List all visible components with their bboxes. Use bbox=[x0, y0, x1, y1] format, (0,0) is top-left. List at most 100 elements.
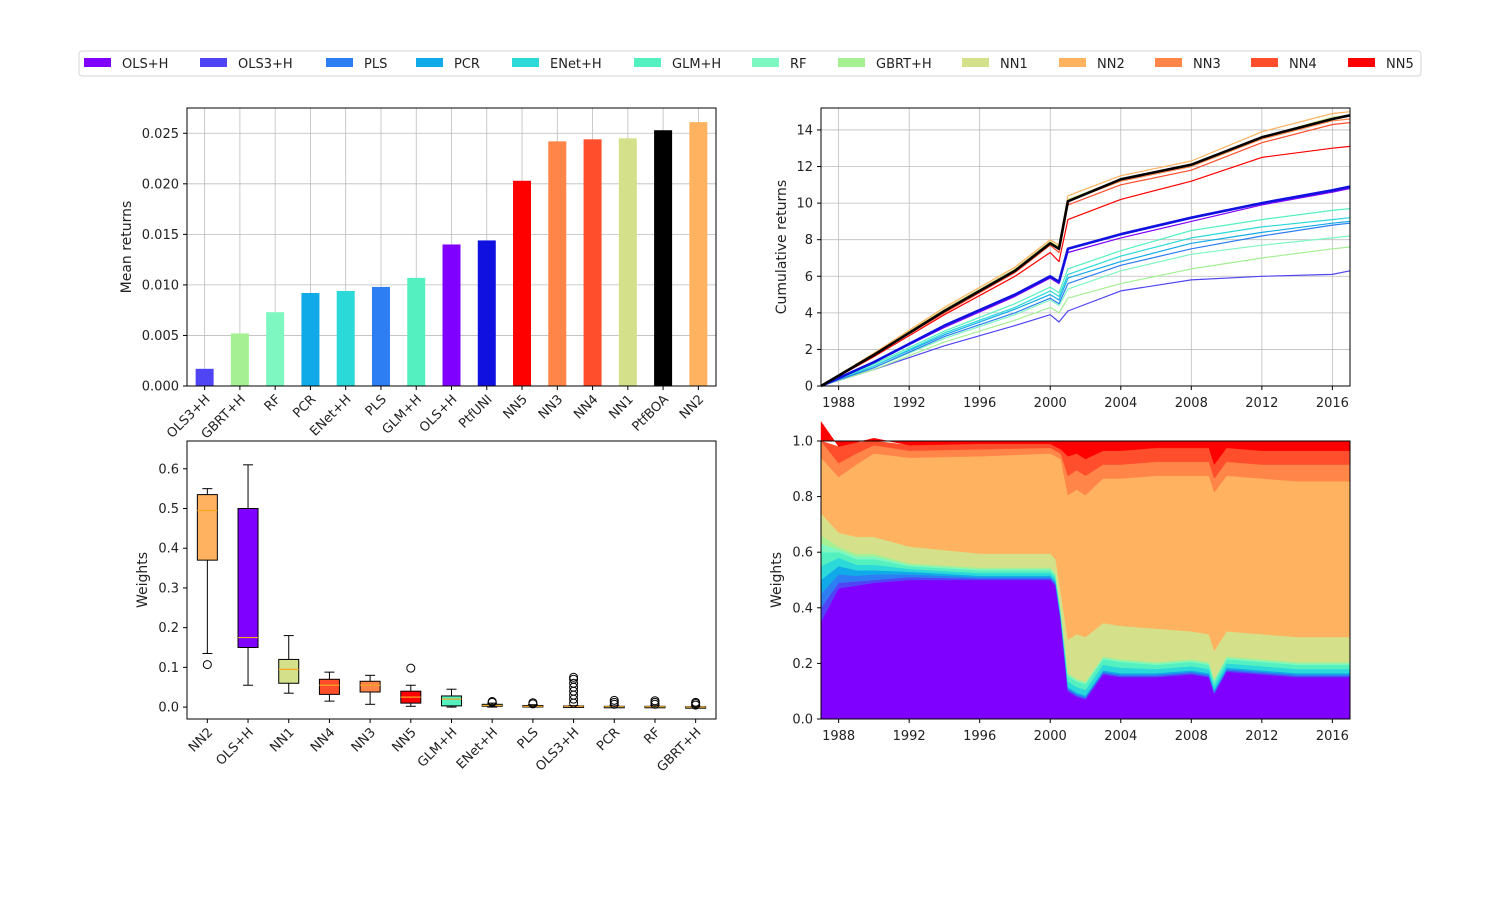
legend-label: ENet+H bbox=[550, 57, 602, 72]
x-tick-label: PCR bbox=[594, 725, 623, 754]
legend-swatch-9 bbox=[1059, 58, 1086, 67]
x-tick-label: NN2 bbox=[677, 392, 707, 422]
y-axis-label: Cumulative returns bbox=[774, 180, 790, 314]
x-tick-label: 2000 bbox=[1034, 396, 1067, 411]
bar-gbrt-h bbox=[230, 333, 249, 386]
x-tick-label: NN5 bbox=[501, 392, 531, 422]
series-line-glm-h bbox=[820, 208, 1351, 387]
x-tick-label: PtfBOA bbox=[629, 392, 672, 435]
y-tick-label: 0.8 bbox=[792, 490, 813, 505]
box-nn1 bbox=[278, 658, 300, 684]
legend-label: PCR bbox=[454, 57, 480, 72]
x-tick-label: ENet+H bbox=[454, 725, 501, 772]
x-tick-label: GLM+H bbox=[380, 392, 425, 437]
axes-frame bbox=[186, 440, 717, 720]
legend-swatch-1 bbox=[200, 58, 227, 67]
legend-label: OLS+H bbox=[122, 57, 168, 72]
series-line-enet-h bbox=[820, 217, 1351, 387]
bar-enet-h bbox=[336, 290, 355, 386]
bar-glm-h bbox=[407, 277, 426, 386]
y-axis-label: Weights bbox=[769, 552, 785, 608]
y-tick-label: 1.0 bbox=[792, 435, 813, 450]
y-tick-label: 6 bbox=[805, 270, 813, 285]
outlier-point bbox=[202, 660, 212, 670]
y-tick-label: 10 bbox=[796, 197, 813, 212]
y-tick-label: 4 bbox=[805, 306, 813, 321]
y-tick-label: 0.6 bbox=[158, 462, 179, 477]
x-tick-label: 1988 bbox=[822, 396, 855, 411]
y-tick-label: 0.1 bbox=[158, 661, 179, 676]
x-tick-label: 2016 bbox=[1316, 396, 1349, 411]
x-tick-label: 2008 bbox=[1175, 729, 1208, 744]
series-line-nn3 bbox=[820, 118, 1351, 387]
series-line-nn5 bbox=[820, 145, 1351, 387]
bar-rf bbox=[266, 312, 285, 386]
legend-frame bbox=[78, 50, 1422, 77]
x-tick-label: RF bbox=[262, 392, 284, 414]
bar-pcr bbox=[301, 292, 320, 386]
outlier-point bbox=[650, 696, 660, 706]
bar-nn2 bbox=[689, 122, 708, 387]
outlier-point bbox=[569, 672, 579, 682]
series-line-rf bbox=[820, 235, 1351, 387]
x-tick-label: 2004 bbox=[1104, 729, 1137, 744]
series-line-pcr bbox=[820, 220, 1351, 387]
y-tick-label: 0.4 bbox=[792, 601, 813, 616]
x-tick-label: 2016 bbox=[1316, 729, 1349, 744]
x-tick-label: 1996 bbox=[963, 729, 996, 744]
series-line-ptfuni bbox=[820, 185, 1351, 388]
legend-swatch-12 bbox=[1348, 58, 1375, 67]
outlier-point bbox=[609, 697, 619, 707]
y-tick-label: 0.0 bbox=[158, 701, 179, 716]
series-line-ols3-h bbox=[820, 270, 1351, 387]
x-tick-label: OLS+H bbox=[213, 725, 256, 768]
x-tick-label: 2012 bbox=[1245, 729, 1278, 744]
bar-pls bbox=[371, 286, 390, 386]
y-tick-label: 2 bbox=[805, 343, 813, 358]
bar-ols-h bbox=[442, 244, 461, 386]
y-tick-label: 0.2 bbox=[792, 657, 813, 672]
series-line-nn2 bbox=[820, 111, 1351, 387]
legend-swatch-7 bbox=[838, 58, 865, 67]
y-tick-label: 0.0 bbox=[792, 713, 813, 728]
outlier-point bbox=[609, 695, 619, 705]
outlier-point bbox=[691, 697, 701, 707]
legend-swatch-6 bbox=[752, 58, 779, 67]
x-tick-label: 1996 bbox=[963, 396, 996, 411]
box-nn2 bbox=[196, 494, 218, 561]
y-tick-label: 14 bbox=[796, 123, 813, 138]
y-tick-label: 0.015 bbox=[142, 228, 179, 243]
legend-label: GBRT+H bbox=[876, 57, 932, 72]
box-nn3 bbox=[359, 680, 381, 693]
series-line-ptfboa bbox=[820, 114, 1351, 388]
x-tick-label: PLS bbox=[363, 392, 390, 419]
legend-label: OLS3+H bbox=[238, 57, 293, 72]
outlier-point bbox=[528, 698, 538, 708]
x-tick-label: NN3 bbox=[536, 392, 566, 422]
legend-label: NN1 bbox=[1000, 57, 1028, 72]
axes-frame bbox=[820, 107, 1351, 387]
x-tick-label: RF bbox=[642, 725, 664, 747]
y-tick-label: 0.010 bbox=[142, 278, 179, 293]
y-tick-label: 0 bbox=[805, 380, 813, 395]
legend: OLS+H OLS3+H PLS PCR ENet+H GLM+H RF GBRT+H NN1 N… bbox=[78, 50, 1422, 77]
y-tick-label: 0.3 bbox=[158, 581, 179, 596]
legend-label: NN3 bbox=[1193, 57, 1221, 72]
legend-swatch-5 bbox=[634, 58, 661, 67]
axes-frame bbox=[820, 440, 1351, 720]
x-tick-label: NN1 bbox=[267, 725, 297, 755]
y-tick-label: 0.6 bbox=[792, 546, 813, 561]
legend-label: NN4 bbox=[1289, 57, 1317, 72]
bar-nn4 bbox=[583, 139, 602, 386]
x-tick-label: 2012 bbox=[1245, 396, 1278, 411]
x-tick-label: 1988 bbox=[822, 729, 855, 744]
y-axis-label: Weights bbox=[135, 552, 151, 608]
legend-swatch-8 bbox=[962, 58, 989, 67]
x-tick-label: GLM+H bbox=[415, 725, 460, 770]
legend-label: GLM+H bbox=[672, 57, 721, 72]
y-tick-label: 8 bbox=[805, 233, 813, 248]
weights-stacked-area-chart: 1988 1992 1996 2000 2004 2008 2012 2016 0.0 0.2 0.… bbox=[769, 420, 1351, 744]
y-axis-label: Mean returns bbox=[119, 201, 135, 294]
box-glm-h bbox=[441, 695, 462, 707]
x-tick-label: NN4 bbox=[308, 725, 338, 755]
